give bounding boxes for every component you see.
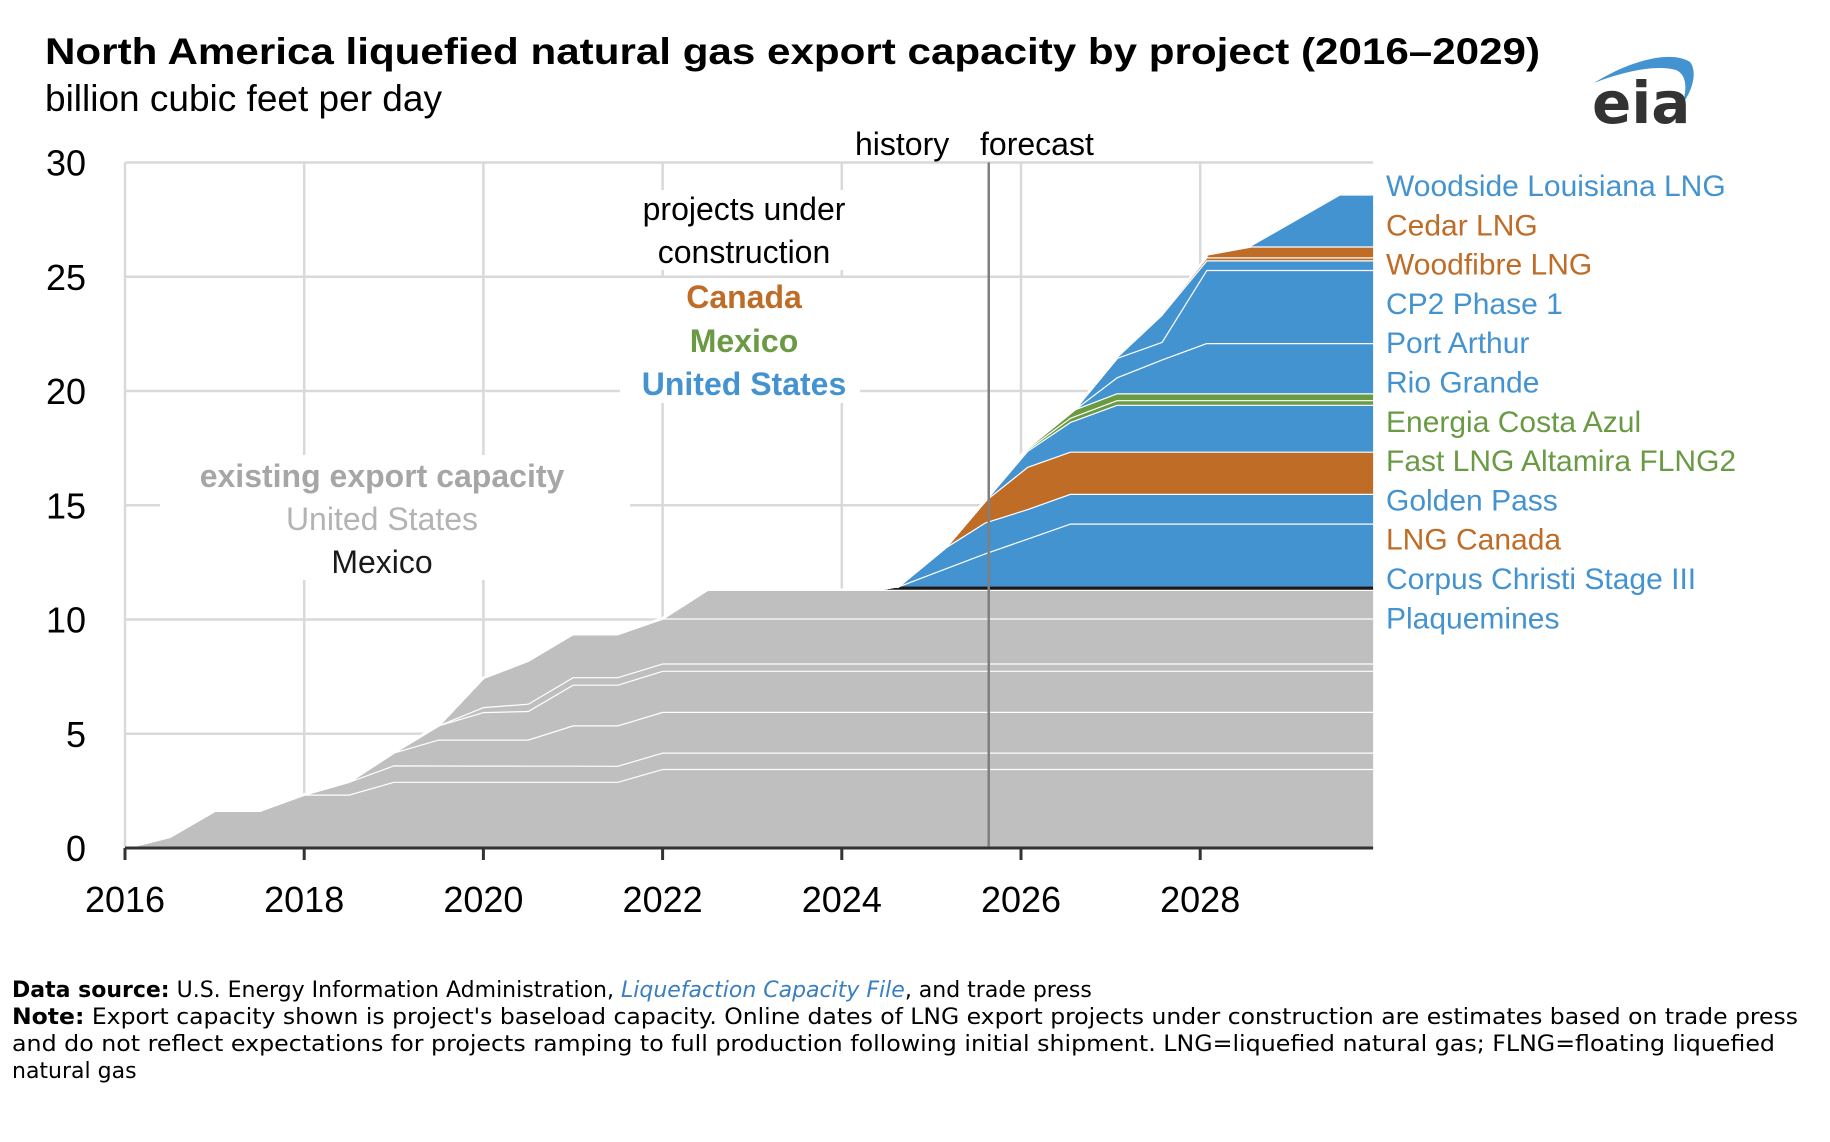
area-existing-us-6 bbox=[125, 618, 1374, 848]
area-existing-us-7 bbox=[125, 589, 1374, 848]
data-source-text: U.S. Energy Information Administration, bbox=[170, 978, 621, 1003]
legend-item: Corpus Christi Stage III bbox=[1386, 563, 1696, 596]
legend-item: Woodfibre LNG bbox=[1386, 249, 1592, 282]
construction-label-line1: projects under bbox=[643, 191, 846, 227]
x-axis bbox=[123, 846, 1374, 860]
existing-capacity-label: existing export capacity bbox=[200, 458, 565, 494]
anno-bg-countries bbox=[620, 278, 860, 403]
mexico-label: Mexico bbox=[690, 323, 798, 359]
x-tick-label: 2020 bbox=[443, 879, 523, 920]
note-line-3: natural gas bbox=[12, 1059, 137, 1084]
legend-item: Woodside Louisiana LNG bbox=[1386, 170, 1726, 203]
x-tick-label: 2016 bbox=[85, 879, 165, 920]
legend-item: Plaquemines bbox=[1386, 602, 1559, 635]
x-tick-label: 2028 bbox=[1160, 879, 1240, 920]
area-existing-us-2 bbox=[125, 752, 1374, 848]
history-label: history bbox=[855, 126, 949, 162]
legend-item: Rio Grande bbox=[1386, 367, 1539, 400]
x-tick-label: 2018 bbox=[264, 879, 344, 920]
anno-bg-construction bbox=[610, 190, 860, 270]
data-source-line: Data source: U.S. Energy Information Adm… bbox=[12, 978, 1092, 1003]
y-tick-label: 0 bbox=[66, 828, 86, 869]
area-existing-us-1 bbox=[125, 768, 1374, 848]
legend-item: Fast LNG Altamira FLNG2 bbox=[1386, 445, 1736, 478]
y-tick-label: 15 bbox=[46, 485, 86, 526]
eia-logo-text: eia bbox=[1592, 69, 1690, 137]
note-line-1: Note: Export capacity shown is project's… bbox=[12, 1005, 1798, 1030]
annotation-backgrounds bbox=[160, 190, 860, 580]
y-tick-label: 30 bbox=[46, 143, 86, 184]
area-plaquemines bbox=[125, 523, 1374, 848]
x-tick-label: 2022 bbox=[623, 879, 703, 920]
note-line-2: and do not reflect expectations for proj… bbox=[12, 1032, 1775, 1057]
legend-item: Golden Pass bbox=[1386, 484, 1558, 517]
y-tick-label: 20 bbox=[46, 371, 86, 412]
data-source-text-end: , and trade press bbox=[905, 978, 1092, 1003]
eia-logo: eia bbox=[1592, 56, 1694, 137]
area-existing-us-3 bbox=[125, 711, 1374, 848]
x-tick-labels: 2016 2018 2020 2022 2024 2026 2028 bbox=[85, 879, 1240, 920]
forecast-label: forecast bbox=[980, 126, 1094, 162]
existing-us-label: United States bbox=[286, 501, 478, 537]
x-tick-label: 2026 bbox=[981, 879, 1061, 920]
eia-swoosh-icon bbox=[1594, 56, 1694, 104]
area-lng-canada bbox=[125, 451, 1374, 848]
area-port-arthur bbox=[125, 269, 1374, 848]
anno-bg-existing bbox=[160, 455, 630, 580]
data-source-label: Data source: bbox=[12, 978, 170, 1003]
liquefaction-capacity-file-link[interactable]: Liquefaction Capacity File bbox=[621, 978, 905, 1003]
legend-item: Cedar LNG bbox=[1386, 209, 1538, 242]
legend-item: Port Arthur bbox=[1386, 327, 1529, 360]
note-text-1: Export capacity shown is project's basel… bbox=[84, 1005, 1798, 1030]
existing-mexico-label: Mexico bbox=[331, 544, 432, 580]
y-tick-label: 5 bbox=[66, 714, 86, 755]
canada-label: Canada bbox=[686, 279, 802, 315]
chart-subtitle: billion cubic feet per day bbox=[45, 78, 442, 119]
stacked-areas bbox=[124, 195, 1374, 850]
area-existing-us-4 bbox=[125, 670, 1374, 848]
x-tick-label: 2024 bbox=[802, 879, 882, 920]
legend-item: Energia Costa Azul bbox=[1386, 406, 1641, 439]
note-label: Note: bbox=[12, 1005, 84, 1030]
area-cedar-lng-separator bbox=[124, 245, 1374, 850]
construction-label-line2: construction bbox=[658, 234, 831, 270]
legend-item: CP2 Phase 1 bbox=[1386, 288, 1563, 321]
united-states-label: United States bbox=[642, 366, 846, 402]
footer: Data source: U.S. Energy Information Adm… bbox=[12, 978, 1798, 1084]
y-tick-label: 25 bbox=[46, 257, 86, 298]
legend: Woodside Louisiana LNG Cedar LNG Woodfibre… bbox=[1386, 170, 1736, 635]
chart-title: North America liquefied natural gas expo… bbox=[45, 31, 1540, 72]
legend-item: LNG Canada bbox=[1386, 524, 1561, 557]
area-golden-pass bbox=[125, 404, 1374, 848]
y-tick-label: 10 bbox=[46, 600, 86, 641]
y-tick-labels: 0 5 10 15 20 25 30 bbox=[46, 143, 86, 870]
